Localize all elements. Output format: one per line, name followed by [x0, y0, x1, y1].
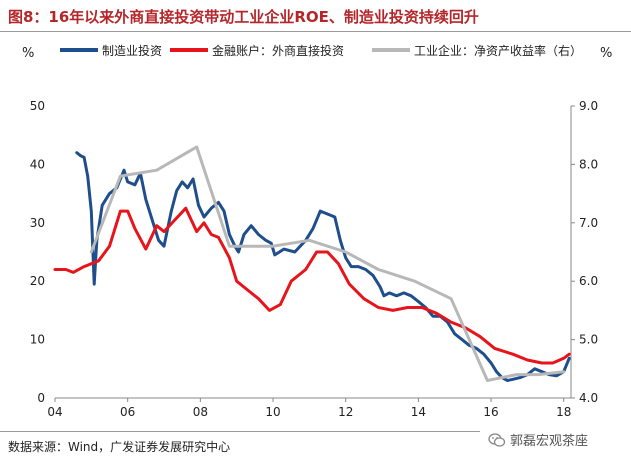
x-tick-label: 12: [338, 405, 353, 419]
series-line-industrial-roe: [89, 145, 566, 382]
series-line-fdi: [53, 206, 571, 365]
watermark: 郭磊宏观茶座: [488, 430, 588, 449]
y-right-tick-label: 5.0: [579, 333, 598, 347]
y-right-tick-label: 6.0: [579, 274, 598, 288]
title-bar: 图8：16年以来外商直接投资带动工业企业ROE、制造业投资持续回升: [0, 0, 631, 34]
left-axis-unit: %: [22, 46, 35, 61]
x-tick-label: 04: [47, 405, 62, 419]
x-tick-label: 10: [265, 405, 280, 419]
legend-label-roe: 工业企业：净资产收益率（右）: [414, 43, 583, 58]
x-tick-label: 18: [556, 405, 571, 419]
y-left-tick-label: 30: [30, 216, 45, 230]
y-right-tick-label: 9.0: [579, 99, 598, 113]
legend-item-roe: 工业企业：净资产收益率（右）: [372, 40, 582, 60]
right-axis-unit: %: [600, 46, 613, 61]
y-left-tick-label: 20: [30, 274, 45, 288]
y-right-tick-label: 8.0: [579, 157, 598, 171]
legend-swatch-manufacturing: [60, 48, 98, 52]
legend-label-fdi: 金融账户：外商直接投资: [212, 43, 345, 58]
wechat-icon: [488, 432, 506, 447]
y-left-tick-label: 50: [30, 99, 45, 113]
series-line-manufacturing-investment: [75, 151, 571, 382]
chart-title: 图8：16年以来外商直接投资带动工业企业ROE、制造业投资持续回升: [8, 8, 479, 26]
chart-series: [53, 145, 571, 382]
x-tick-label: 08: [193, 405, 208, 419]
legend-swatch-fdi: [170, 48, 208, 52]
x-tick-label: 14: [411, 405, 426, 419]
y-left-tick-label: 40: [30, 157, 45, 171]
y-right-tick-label: 4.0: [579, 391, 598, 405]
legend-swatch-roe: [372, 48, 410, 52]
title-divider: [0, 31, 631, 32]
source-note: 数据来源：Wind，广发证券发展研究中心: [8, 440, 231, 454]
y-left-tick-label: 0: [37, 391, 45, 405]
watermark-text: 郭磊宏观茶座: [510, 434, 589, 449]
x-tick-label: 06: [120, 405, 135, 419]
chart-axes: 0 10 20 30 40 50 4.0 5.0 6.0 7.0 8.0 9.0 04 06 08 10 12 1…: [30, 99, 598, 419]
legend-item-fdi: 金融账户：外商直接投资: [170, 40, 344, 60]
legend-item-manufacturing-investment: 制造业投资: [60, 40, 162, 60]
footer-divider: [0, 431, 480, 432]
legend-label-manufacturing: 制造业投资: [102, 43, 163, 58]
y-left-tick-label: 10: [30, 333, 45, 347]
y-right-tick-label: 7.0: [579, 216, 598, 230]
x-tick-label: 16: [483, 405, 498, 419]
